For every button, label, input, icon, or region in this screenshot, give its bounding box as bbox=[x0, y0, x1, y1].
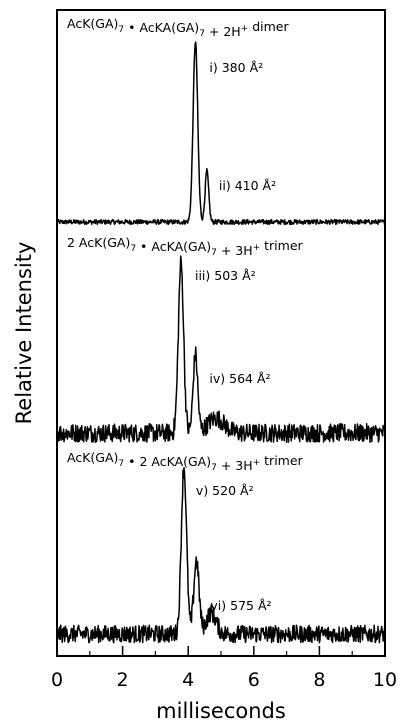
peak-label: vi) 575 Å² bbox=[210, 598, 271, 613]
x-axis-label: milliseconds bbox=[156, 699, 286, 723]
peak-label: ii) 410 Å² bbox=[219, 178, 276, 193]
peak-label: iii) 503 Å² bbox=[195, 268, 256, 283]
x-tick-label: 6 bbox=[248, 669, 260, 691]
x-tick-label: 4 bbox=[182, 669, 194, 691]
panels: AcK(GA)7 • AcKA(GA)7 + 2H+ dimer i) 380 Å… bbox=[57, 16, 385, 643]
x-tick-label: 8 bbox=[313, 669, 325, 691]
x-tick-label: 10 bbox=[373, 669, 397, 691]
panel-1: AcK(GA)7 • AcKA(GA)7 + 2H+ dimer i) 380 Å… bbox=[57, 16, 385, 224]
peak-label: iv) 564 Å² bbox=[209, 371, 270, 386]
panel-title: AcK(GA)7 • 2 AcKA(GA)7 + 3H+ trimer bbox=[67, 450, 304, 473]
peak-label: i) 380 Å² bbox=[209, 60, 263, 75]
trace-line bbox=[57, 256, 385, 442]
panel-title: AcK(GA)7 • AcKA(GA)7 + 2H+ dimer bbox=[67, 16, 289, 39]
x-tick-label: 0 bbox=[51, 669, 63, 691]
panel-3: AcK(GA)7 • 2 AcKA(GA)7 + 3H+ trimer v) 52… bbox=[57, 450, 385, 643]
plot-frame bbox=[57, 10, 385, 656]
x-tick-label: 2 bbox=[117, 669, 129, 691]
panel-title: 2 AcK(GA)7 • AcKA(GA)7 + 3H+ trimer bbox=[67, 235, 304, 258]
peak-label: v) 520 Å² bbox=[196, 483, 254, 498]
x-axis: 0 2 4 6 8 10 bbox=[51, 646, 397, 691]
y-axis-label: Relative Intensity bbox=[12, 242, 36, 425]
panel-2: 2 AcK(GA)7 • AcKA(GA)7 + 3H+ trimer iii) … bbox=[57, 235, 385, 442]
